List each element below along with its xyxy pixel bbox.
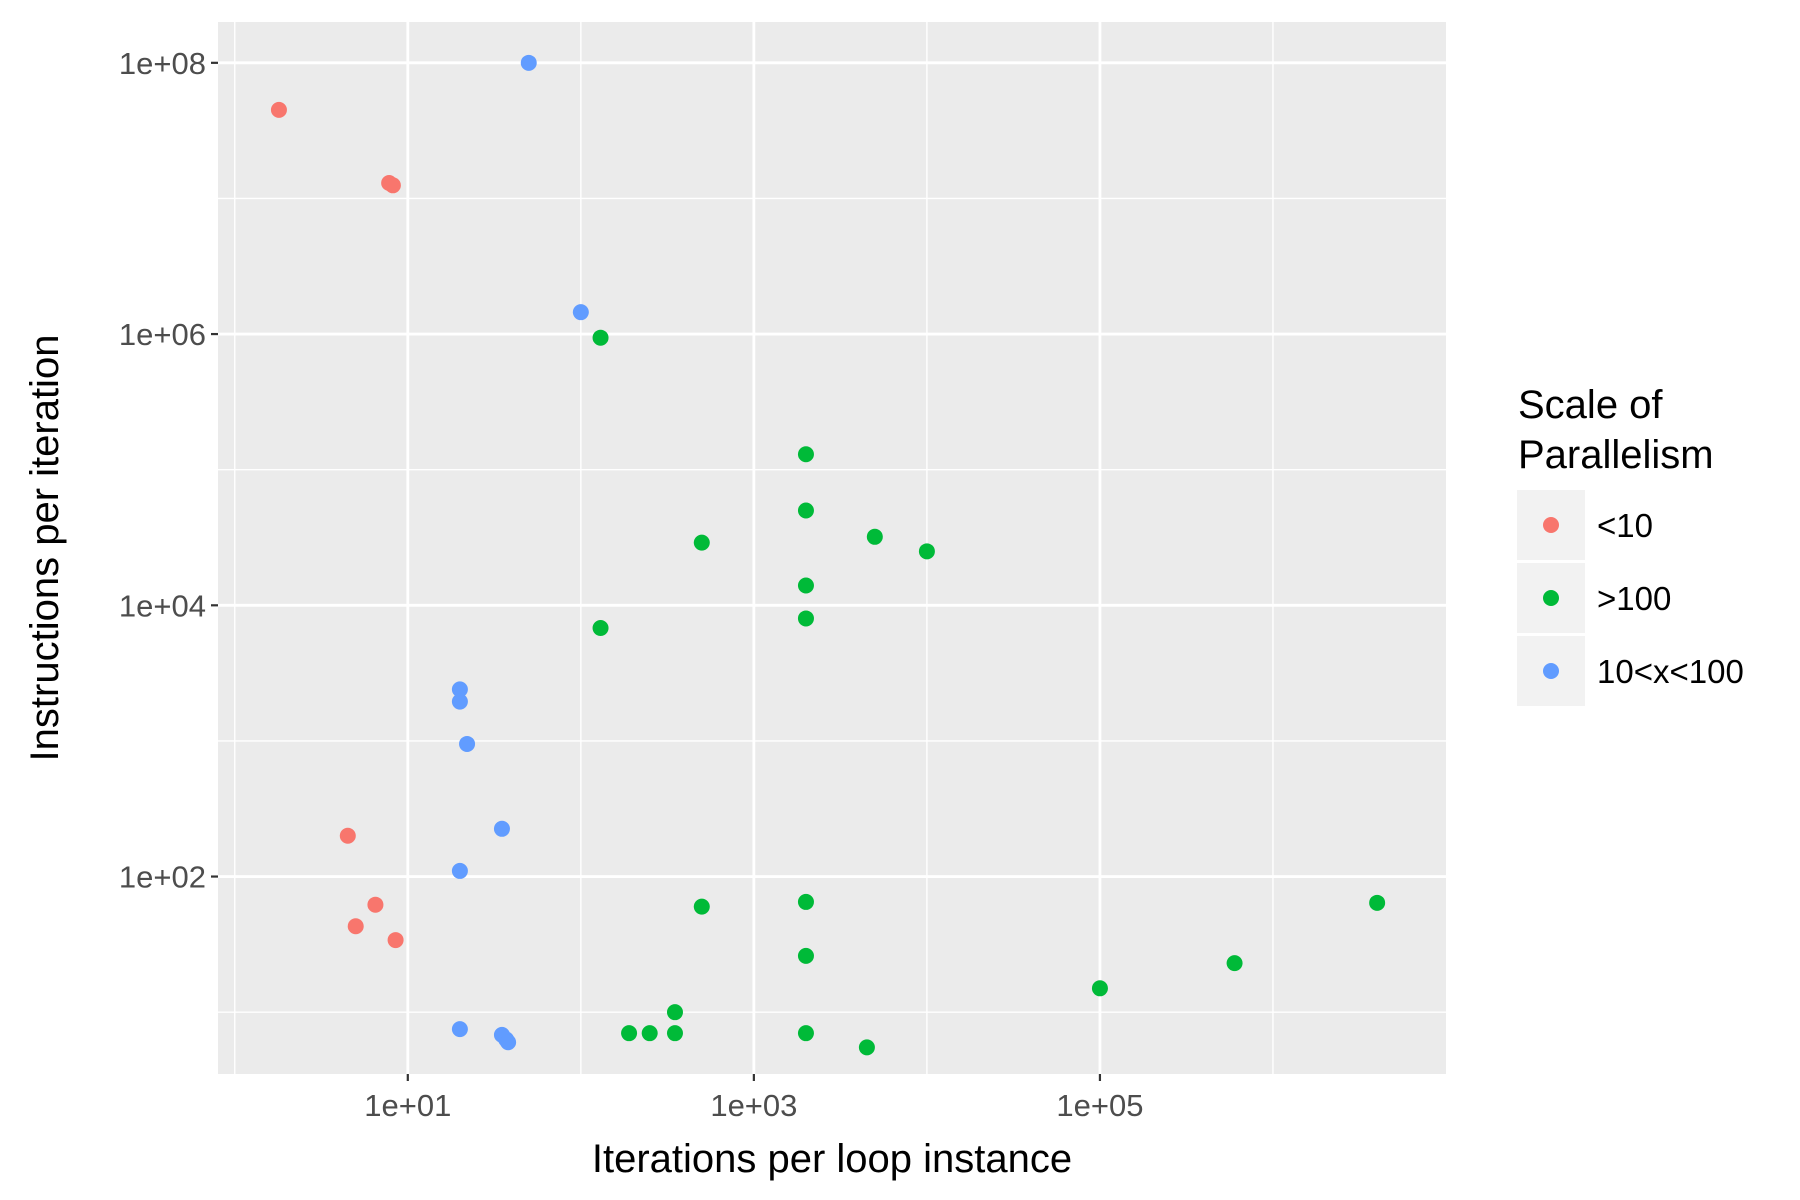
data-point-series-1	[592, 329, 609, 346]
y-tick-label: 1e+06	[119, 317, 206, 352]
y-axis-ticks: 1e+02 1e+04 1e+06 1e+08	[119, 46, 218, 895]
x-tick-label: 1e+01	[364, 1088, 451, 1123]
data-point-series-1	[797, 446, 814, 463]
data-point-series-2	[500, 1034, 517, 1051]
data-point-series-1	[797, 947, 814, 964]
data-point-series-1	[1369, 894, 1386, 911]
data-point-series-0	[387, 932, 404, 949]
data-points	[270, 54, 1386, 1056]
data-point-series-0	[367, 896, 384, 913]
data-point-series-1	[797, 610, 814, 627]
data-point-series-0	[384, 177, 401, 194]
data-point-series-1	[797, 502, 814, 519]
legend-key-swatch	[1543, 590, 1559, 606]
data-point-series-2	[572, 304, 589, 321]
data-point-series-2	[459, 735, 476, 752]
y-axis-title: Instructions per iteration	[23, 335, 67, 762]
data-point-series-1	[797, 577, 814, 594]
legend-label: <10	[1597, 507, 1653, 544]
data-point-series-1	[666, 1025, 683, 1042]
data-point-series-0	[339, 827, 356, 844]
data-point-series-1	[693, 898, 710, 915]
data-point-series-0	[347, 918, 364, 935]
legend: Scale of Parallelism <10 >100 10<x<100	[1517, 383, 1744, 706]
data-point-series-1	[693, 534, 710, 551]
y-tick-label: 1e+02	[119, 860, 206, 895]
data-point-series-1	[641, 1025, 658, 1042]
data-point-series-1	[797, 1025, 814, 1042]
data-point-series-1	[797, 893, 814, 910]
x-tick-label: 1e+05	[1056, 1088, 1143, 1123]
data-point-series-1	[621, 1025, 638, 1042]
data-point-series-1	[918, 543, 935, 560]
data-point-series-1	[1091, 980, 1108, 997]
legend-items: <10 >100 10<x<100	[1517, 490, 1744, 706]
legend-title-line-2: Parallelism	[1518, 433, 1714, 477]
data-point-series-2	[451, 1021, 468, 1038]
legend-key-swatch	[1543, 517, 1559, 533]
y-tick-label: 1e+04	[119, 588, 206, 623]
data-point-series-1	[866, 528, 883, 545]
data-point-series-1	[858, 1039, 875, 1056]
minor-gridlines	[218, 22, 1446, 1074]
data-point-series-0	[270, 101, 287, 118]
data-point-series-1	[666, 1004, 683, 1021]
legend-title-line-1: Scale of	[1518, 383, 1663, 427]
legend-label: >100	[1597, 580, 1671, 617]
x-axis-ticks: 1e+01 1e+03 1e+05	[364, 1074, 1143, 1123]
major-gridlines	[218, 22, 1446, 1074]
data-point-series-2	[451, 681, 468, 698]
data-point-series-2	[493, 820, 510, 837]
y-tick-label: 1e+08	[119, 46, 206, 81]
data-point-series-2	[451, 862, 468, 879]
data-point-series-1	[592, 620, 609, 637]
data-point-series-2	[520, 54, 537, 71]
legend-label: 10<x<100	[1597, 653, 1744, 690]
x-tick-label: 1e+03	[710, 1088, 797, 1123]
plot-panel	[218, 22, 1446, 1074]
x-axis-title: Iterations per loop instance	[592, 1137, 1072, 1181]
data-point-series-1	[1226, 955, 1243, 972]
data-point-series-2	[451, 693, 468, 710]
legend-key-swatch	[1543, 663, 1559, 679]
